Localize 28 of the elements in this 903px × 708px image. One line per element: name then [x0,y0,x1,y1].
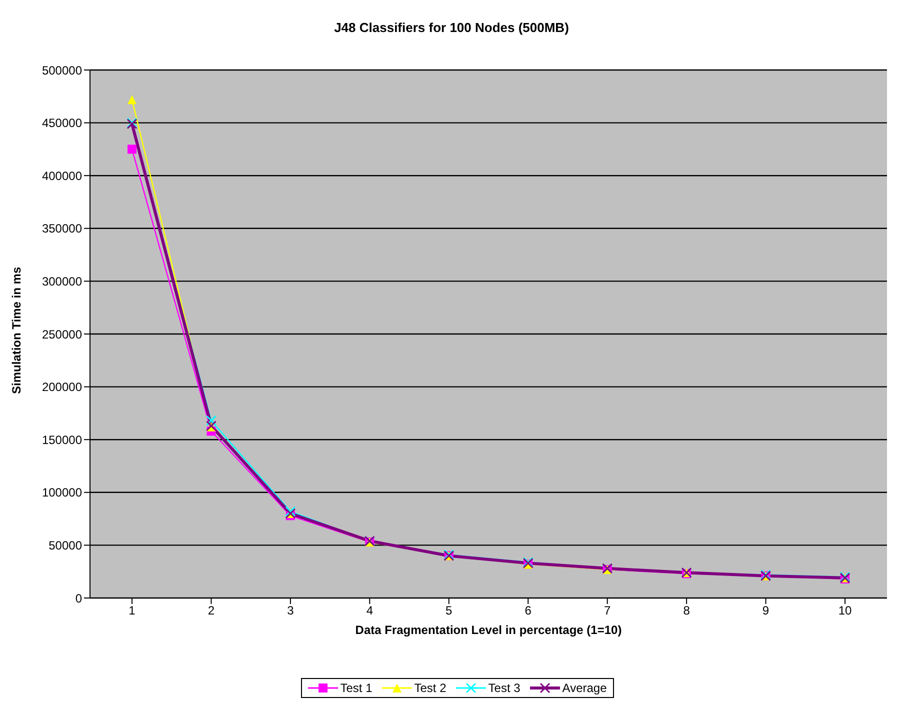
x-axis-title: Data Fragmentation Level in percentage (1=10) [355,623,622,637]
y-tick-label: 0 [75,591,82,606]
x-tick-label: 3 [287,604,294,618]
y-tick-label: 350000 [42,222,82,236]
chart-title: J48 Classifiers for 100 Nodes (500MB) [333,19,570,37]
y-tick-label: 250000 [42,327,82,342]
y-tick-label: 50000 [48,538,82,552]
y-tick-label: 100000 [42,486,82,500]
y-tick-label: 500000 [42,63,82,78]
x-tick-label: 8 [683,604,690,618]
legend-label: Test 3 [487,681,520,695]
x-tick-label: 1 [128,604,136,618]
x-tick-label: 9 [762,604,770,618]
y-tick-label: 400000 [42,168,82,183]
x-tick-label: 5 [446,604,453,618]
x-tick-label: 4 [366,604,374,618]
legend-label: Average [561,681,607,695]
x-tick-label: 6 [524,604,532,618]
legend-label: Test 1 [339,681,372,695]
x-tick-label: 2 [208,604,215,618]
y-tick-label: 200000 [42,380,82,394]
legend-label: Test 2 [413,681,446,695]
y-axis-title: Simulation Time in ms [9,266,24,394]
y-tick-label: 450000 [42,116,82,130]
x-tick-label: 7 [604,604,611,618]
y-tick-label: 300000 [42,274,82,288]
y-tick-label: 150000 [42,432,82,447]
x-tick-label: 10 [838,604,852,618]
